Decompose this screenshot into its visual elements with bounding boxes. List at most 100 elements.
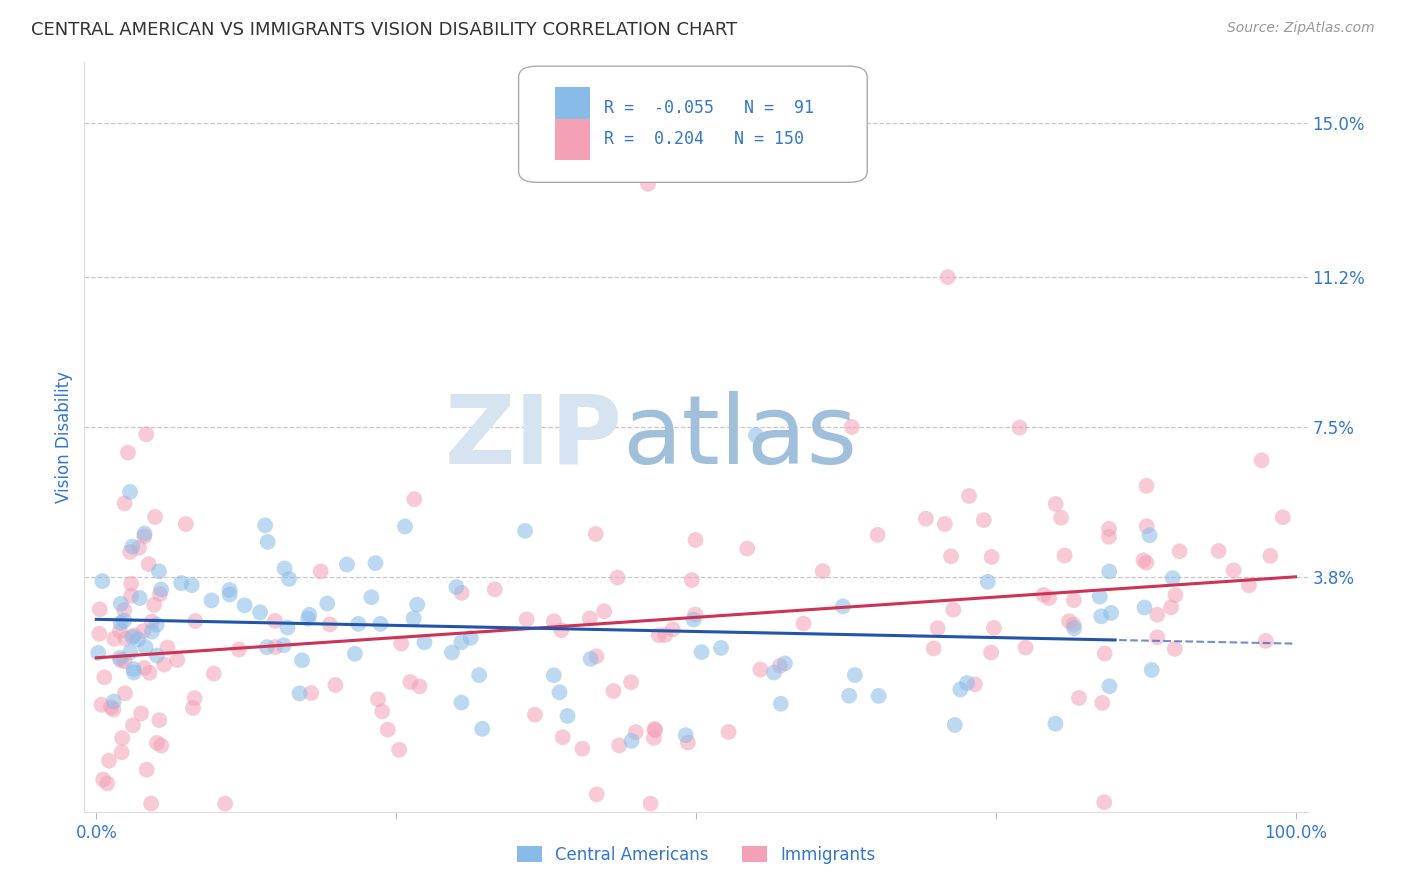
Point <box>717 725 740 739</box>
Point <box>297 612 319 626</box>
Point <box>643 731 665 745</box>
Point <box>134 529 156 543</box>
Point <box>91 772 114 787</box>
Point <box>110 597 132 611</box>
Text: R =  0.204   N = 150: R = 0.204 N = 150 <box>605 130 804 148</box>
Point <box>114 496 136 510</box>
Point <box>141 615 163 629</box>
Point <box>122 718 145 732</box>
Point <box>450 586 472 600</box>
Point <box>1136 519 1159 533</box>
Point <box>120 645 142 659</box>
Point <box>276 620 298 634</box>
Point <box>942 602 965 616</box>
Point <box>408 679 430 693</box>
Point <box>551 730 574 744</box>
Point <box>1254 633 1277 648</box>
Point <box>103 702 125 716</box>
Point <box>1271 510 1294 524</box>
Point <box>288 686 311 700</box>
FancyBboxPatch shape <box>555 119 589 160</box>
Point <box>228 642 250 657</box>
Point <box>1168 544 1191 558</box>
Point <box>450 635 472 649</box>
Point <box>122 628 145 642</box>
Point <box>1053 549 1076 563</box>
Point <box>121 540 143 554</box>
Point <box>838 689 860 703</box>
Point <box>571 741 593 756</box>
Point <box>108 624 131 638</box>
Point <box>1237 578 1260 592</box>
Point <box>141 624 163 639</box>
Point <box>980 549 1002 564</box>
Point <box>934 516 956 531</box>
Legend: Central Americans, Immigrants: Central Americans, Immigrants <box>510 839 882 871</box>
Point <box>134 661 156 675</box>
Point <box>316 597 339 611</box>
Point <box>153 657 176 672</box>
Point <box>1098 522 1121 536</box>
Point <box>513 524 536 538</box>
Point <box>460 631 482 645</box>
Point <box>939 549 962 564</box>
Point <box>325 678 347 692</box>
Point <box>218 582 240 597</box>
Point <box>406 598 429 612</box>
Point <box>681 573 703 587</box>
Point <box>156 640 179 655</box>
Point <box>87 646 110 660</box>
Point <box>468 668 491 682</box>
Point <box>471 722 494 736</box>
Point <box>832 599 855 614</box>
Point <box>685 533 707 547</box>
Point <box>682 613 704 627</box>
Point <box>620 734 643 748</box>
Point <box>149 587 172 601</box>
Point <box>690 645 713 659</box>
Point <box>120 576 142 591</box>
Point <box>148 565 170 579</box>
Point <box>1164 588 1187 602</box>
Point <box>128 591 150 605</box>
Point <box>1133 600 1156 615</box>
Point <box>309 565 332 579</box>
Point <box>644 722 666 736</box>
Point <box>977 574 1000 589</box>
Point <box>138 665 160 680</box>
Point <box>1067 690 1090 705</box>
Point <box>89 627 111 641</box>
Point <box>146 648 169 663</box>
Point <box>256 640 278 654</box>
Point <box>122 662 145 676</box>
Point <box>347 616 370 631</box>
Point <box>148 713 170 727</box>
Point <box>1057 614 1080 628</box>
Point <box>114 632 136 646</box>
Point <box>1146 630 1168 644</box>
Point <box>1032 588 1054 602</box>
Point <box>111 731 134 745</box>
Point <box>1135 479 1157 493</box>
Point <box>103 632 125 646</box>
Point <box>980 646 1002 660</box>
Point <box>637 177 659 191</box>
Point <box>866 528 889 542</box>
Point <box>110 653 132 667</box>
Point <box>557 709 579 723</box>
Point <box>121 630 143 644</box>
Point <box>543 668 565 682</box>
Point <box>648 628 671 642</box>
Point <box>735 541 758 556</box>
Point <box>103 694 125 708</box>
Point <box>915 512 938 526</box>
Point <box>440 646 463 660</box>
Point <box>773 657 796 671</box>
Point <box>336 558 359 572</box>
Point <box>1092 795 1115 809</box>
FancyBboxPatch shape <box>519 66 868 182</box>
Point <box>273 561 295 575</box>
Point <box>1222 563 1244 577</box>
Point <box>644 723 666 738</box>
Point <box>1132 553 1154 567</box>
